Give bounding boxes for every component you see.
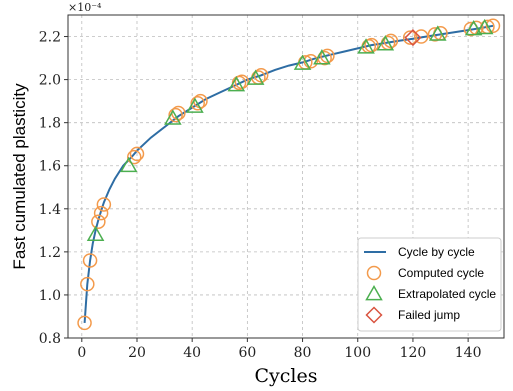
- legend-label: Extrapolated cycle: [398, 287, 496, 301]
- legend-swatch-circle: [366, 265, 382, 281]
- data-point-circle: [485, 18, 501, 34]
- data-point-triangle: [86, 225, 105, 242]
- x-tick-label: 0: [77, 345, 86, 361]
- y-offset-label: ×10⁻⁴: [68, 1, 102, 14]
- y-axis-label: Fast cumulated plasticity: [10, 83, 29, 270]
- data-point-circle: [168, 107, 183, 123]
- data-point-triangle: [428, 25, 447, 41]
- data-point-triangle: [164, 109, 182, 125]
- data-point-triangle: [464, 19, 483, 36]
- series-markers: [77, 18, 501, 331]
- data-point-triangle: [313, 49, 331, 65]
- y-tick-label: 1.8: [39, 116, 61, 132]
- y-tick-label: 0.8: [39, 331, 61, 347]
- legend-label: Computed cycle: [398, 266, 484, 280]
- data-point-circle: [413, 29, 429, 44]
- x-tick-label: 60: [238, 345, 256, 361]
- legend-label: Cycle by cycle: [398, 245, 475, 259]
- legend-box: [357, 237, 502, 332]
- x-tick-label: 40: [183, 345, 201, 361]
- legend-swatch-diamond: [365, 306, 383, 324]
- x-tick-label: 140: [455, 345, 482, 361]
- data-point-circle: [190, 96, 205, 111]
- data-point-circle: [77, 315, 92, 331]
- y-tick-label: 1.4: [39, 202, 61, 218]
- x-tick-label: 80: [294, 345, 312, 361]
- data-point-triangle: [357, 38, 375, 54]
- data-point-triangle: [186, 97, 204, 113]
- data-point-triangle: [293, 54, 312, 70]
- grid: [68, 15, 504, 339]
- x-tick-label: 100: [344, 345, 371, 361]
- data-point-circle: [129, 146, 145, 162]
- data-point-triangle: [119, 156, 138, 173]
- data-point-circle: [320, 48, 335, 64]
- legend: Cycle by cycle Computed cycle Extrapolated…: [357, 237, 502, 332]
- y-tick-label: 1.6: [39, 159, 61, 175]
- x-tick-label: 120: [400, 345, 427, 361]
- data-point-circle: [96, 197, 112, 212]
- data-point-triangle: [376, 35, 395, 51]
- data-point-triangle: [246, 69, 265, 85]
- axis-ticks: 0 20 40 60 80 100 120 140 0.8 1.0 1.2 1.4 1.6 1.8 2.0 2…: [39, 30, 482, 361]
- data-point-circle: [126, 149, 142, 165]
- y-tick-label: 2.2: [39, 30, 61, 46]
- data-point-circle: [402, 30, 418, 45]
- data-point-circle: [80, 276, 95, 292]
- legend-label: Failed jump: [398, 308, 460, 322]
- data-point-circle: [91, 214, 106, 229]
- data-point-circle: [82, 253, 98, 268]
- data-point-triangle: [227, 75, 246, 92]
- y-tick-label: 2.0: [39, 73, 61, 89]
- legend-swatch-triangle: [365, 284, 383, 301]
- y-tick-label: 1.2: [39, 245, 61, 261]
- data-point-diamond: [404, 29, 422, 47]
- y-tick-label: 1.0: [39, 288, 61, 304]
- plot-frame: [67, 14, 505, 339]
- data-point-circle: [303, 54, 319, 69]
- x-axis-label: Cycles: [255, 365, 318, 387]
- data-point-triangle: [475, 18, 494, 35]
- data-point-circle: [364, 37, 379, 53]
- data-point-circle: [93, 205, 109, 221]
- x-tick-label: 20: [128, 345, 146, 361]
